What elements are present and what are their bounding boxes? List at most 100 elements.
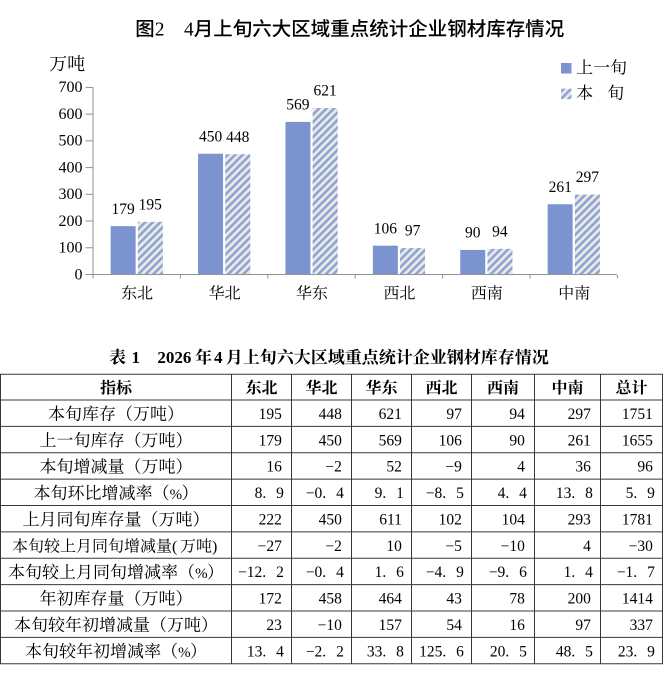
svg-text:−30: −30 [629,538,653,555]
svg-text:102: 102 [439,512,462,529]
svg-text:1.: 1. [564,564,576,581]
svg-text:97: 97 [405,223,421,240]
svg-text:10: 10 [386,538,402,555]
svg-text:195: 195 [259,406,283,423]
svg-text:1.: 1. [375,564,387,581]
svg-text:6: 6 [396,564,404,581]
svg-text:261: 261 [568,432,591,449]
svg-text:23: 23 [266,617,282,634]
svg-text:9: 9 [456,564,464,581]
svg-text:1655: 1655 [622,432,653,449]
svg-text:611: 611 [379,512,402,529]
svg-text:4: 4 [214,348,223,367]
svg-text:%: % [170,487,182,503]
svg-text:94: 94 [509,406,525,423]
svg-text:195: 195 [139,197,163,214]
svg-text:33.: 33. [367,643,386,660]
svg-text:−10: −10 [501,538,525,555]
svg-text:125.: 125. [419,643,446,660]
svg-text:297: 297 [576,169,600,186]
svg-text:9: 9 [647,643,655,660]
svg-text:−12.: −12. [238,564,266,581]
svg-text:458: 458 [319,591,343,608]
svg-text:400: 400 [59,159,83,176]
svg-text:8.: 8. [255,485,267,502]
svg-text:4: 4 [336,485,344,502]
svg-text:16: 16 [266,459,282,476]
svg-text:4: 4 [276,643,284,660]
svg-text:450: 450 [319,512,343,529]
svg-text:13.: 13. [556,485,575,502]
svg-text:1781: 1781 [622,512,653,529]
svg-text:293: 293 [568,512,592,529]
svg-text:106: 106 [374,220,398,237]
svg-text:−1.: −1. [617,564,637,581]
svg-text:6: 6 [456,643,464,660]
svg-text:261: 261 [549,179,572,196]
svg-text:179: 179 [111,201,135,218]
svg-text:4: 4 [585,564,593,581]
svg-text:−2: −2 [325,459,342,476]
svg-text:78: 78 [509,591,525,608]
svg-text:450: 450 [319,432,343,449]
svg-text:−0.: −0. [306,485,326,502]
svg-text:−2.: −2. [306,643,326,660]
svg-text:5: 5 [519,643,527,660]
svg-text:−8.: −8. [426,485,446,502]
svg-text:−0.: −0. [306,564,326,581]
svg-text:179: 179 [259,432,283,449]
svg-text:90: 90 [465,225,481,242]
svg-text:297: 297 [568,406,592,423]
svg-text:106: 106 [439,432,463,449]
svg-text:621: 621 [379,406,402,423]
svg-text:157: 157 [379,617,403,634]
svg-text:97: 97 [575,617,591,634]
svg-text:4: 4 [184,20,194,41]
svg-text:4: 4 [517,459,525,476]
svg-text:2: 2 [336,643,344,660]
svg-text:54: 54 [446,617,462,634]
svg-text:621: 621 [313,83,336,100]
svg-text:700: 700 [59,79,83,96]
svg-text:52: 52 [386,459,402,476]
svg-text:2026: 2026 [157,348,191,367]
svg-text:448: 448 [226,129,250,146]
svg-text:600: 600 [59,106,83,123]
svg-text:5: 5 [456,485,464,502]
svg-text:23.: 23. [618,643,637,660]
svg-text:−4.: −4. [426,564,446,581]
svg-text:48.: 48. [556,643,575,660]
svg-text:4.: 4. [498,485,510,502]
svg-text:172: 172 [259,591,282,608]
svg-text:9: 9 [276,485,284,502]
svg-text:36: 36 [575,459,591,476]
svg-text:5.: 5. [626,485,638,502]
svg-text:337: 337 [630,617,654,634]
svg-text:13.: 13. [247,643,266,660]
svg-text:16: 16 [509,617,525,634]
svg-text:2: 2 [155,20,165,41]
svg-text:8: 8 [396,643,404,660]
svg-text:100: 100 [59,240,83,257]
svg-text:%: % [178,645,190,661]
svg-text:300: 300 [59,186,83,203]
svg-text:96: 96 [637,459,653,476]
svg-text:(: ( [172,539,177,556]
svg-text:4: 4 [519,485,527,502]
svg-text:−10: −10 [318,617,342,634]
svg-text:−27: −27 [258,538,282,555]
svg-text:9.: 9. [375,485,387,502]
svg-text:1751: 1751 [622,406,653,423]
svg-text:4: 4 [583,538,591,555]
svg-text:20.: 20. [490,643,509,660]
svg-text:97: 97 [446,406,462,423]
svg-text:1: 1 [396,485,404,502]
svg-text:1: 1 [132,348,141,367]
svg-text:1414: 1414 [622,591,653,608]
svg-text:569: 569 [379,432,403,449]
svg-text:569: 569 [286,97,310,114]
svg-text:450: 450 [199,128,223,145]
svg-text:500: 500 [59,133,83,150]
svg-text:−2: −2 [325,538,342,555]
svg-text:9: 9 [647,485,655,502]
